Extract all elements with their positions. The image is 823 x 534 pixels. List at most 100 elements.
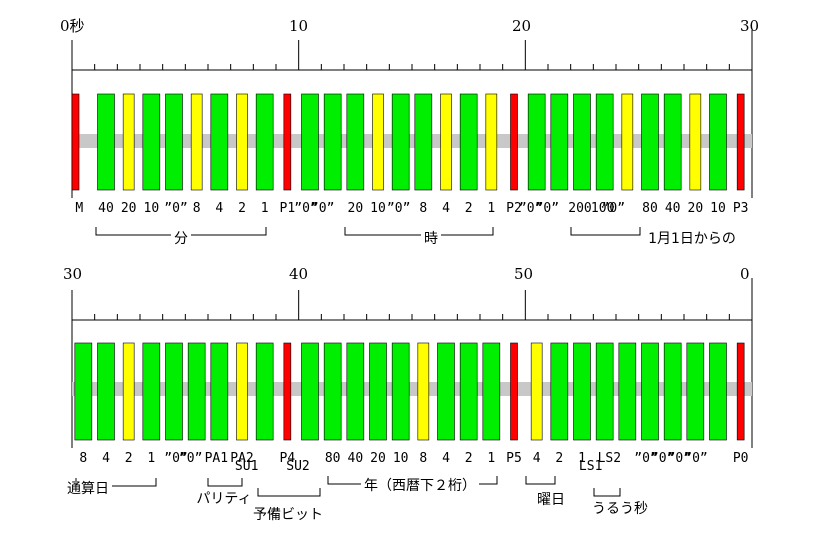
group-label-bg xyxy=(171,231,191,247)
bit-bar-one xyxy=(414,93,433,191)
group-label-bg xyxy=(645,231,739,247)
bit-bar-one xyxy=(686,342,705,441)
bit-bar-one xyxy=(595,342,614,441)
bit-label: 80 xyxy=(642,201,658,216)
bit-label: 10 xyxy=(393,451,409,466)
bit-bar-one xyxy=(663,93,682,191)
bit-label: 1 xyxy=(147,451,155,466)
tick-label: 0 xyxy=(740,265,750,283)
bit-bar-P xyxy=(283,93,292,191)
bit-label: 20 xyxy=(370,451,386,466)
bit-label: 80 xyxy=(325,451,341,466)
bit-label: 1 xyxy=(487,451,495,466)
bit-label: ”0” xyxy=(634,451,657,466)
bit-bar-P xyxy=(283,342,292,441)
bit-label: P5 xyxy=(506,451,522,466)
bit-bar-P xyxy=(736,93,745,191)
bit-label: 4 xyxy=(533,451,541,466)
group-label: 時 xyxy=(424,231,438,247)
group-bracket: 時 xyxy=(344,227,494,247)
bit-label: ”0” xyxy=(164,451,187,466)
bit-bar-one xyxy=(97,93,115,191)
bit-label: 2 xyxy=(238,201,246,216)
group-bracket: パリティ xyxy=(193,478,255,507)
group-bracket: 年（西暦下２桁） xyxy=(327,476,498,494)
bit-label: 8 xyxy=(419,451,427,466)
bit-label: 100 xyxy=(591,201,614,216)
group-label: 年（西暦下２桁） xyxy=(364,478,476,494)
bit-bar-one xyxy=(459,342,478,441)
bit-label: 8 xyxy=(79,451,87,466)
bracket-line xyxy=(344,227,494,236)
group-label-bg xyxy=(64,481,112,497)
bit-bar-one xyxy=(210,93,229,191)
bit-bar-one xyxy=(255,93,274,191)
bit-label: 4 xyxy=(442,201,450,216)
bit-label: 4 xyxy=(215,201,223,216)
group-bracket: うるう秒 xyxy=(589,488,651,517)
bit-bar-one xyxy=(301,342,319,441)
bit-label: 40 xyxy=(348,451,364,466)
tick-label: 0秒 xyxy=(60,17,85,35)
group-bracket: 通算日 xyxy=(64,478,157,497)
bit-bar-zero xyxy=(190,93,203,191)
bit-label: 200 xyxy=(568,201,591,216)
bit-bar-one xyxy=(210,342,229,441)
bit-bar-one xyxy=(323,93,342,191)
bracket-line xyxy=(570,227,641,236)
group-label-bg xyxy=(361,478,479,494)
bit-bar-zero xyxy=(372,93,384,191)
group-label-bg xyxy=(193,491,255,507)
bit-bar-one xyxy=(255,342,274,441)
bit-bar-one xyxy=(595,93,614,191)
bit-label: 20 xyxy=(348,201,364,216)
bit-label: ”0” xyxy=(684,451,707,466)
bit-label: P1 xyxy=(280,201,296,216)
bit-label: P4 xyxy=(280,451,296,466)
bit-label: ”0” xyxy=(179,451,202,466)
bit-bar-one xyxy=(618,342,637,441)
bit-label: PA2 xyxy=(230,451,253,466)
bit-label: 40 xyxy=(665,201,681,216)
bit-label: P2 xyxy=(506,201,522,216)
bit-label: ”0” xyxy=(519,201,542,216)
bracket-line xyxy=(257,488,321,497)
bit-bar-zero xyxy=(621,93,634,191)
bit-bar-one xyxy=(709,93,727,191)
bit-bar-zero xyxy=(440,93,452,191)
bit-label: 2 xyxy=(465,451,473,466)
tick-label: 30 xyxy=(63,265,82,283)
bit-label: 2 xyxy=(555,451,563,466)
bit-bar-zero xyxy=(530,342,543,441)
bit-bar-one xyxy=(641,93,659,191)
bit-label: 8 xyxy=(419,201,427,216)
tick-label: 20 xyxy=(512,17,531,35)
group-label-bg xyxy=(250,507,326,523)
tick-label: 30 xyxy=(740,17,759,35)
bit-label: LS2 xyxy=(598,451,621,466)
bit-bar-P xyxy=(510,93,518,191)
bit-bar-one xyxy=(550,93,569,191)
bit-bar-zero xyxy=(236,93,248,191)
row-1: 0秒 10 20 30M 40 20 10 ”0” 8 4 2 1 P1 ”0””0” 20 10 ”0” 8 4 2… xyxy=(60,17,759,247)
bit-label: ”0” xyxy=(668,451,691,466)
bit-bar-one xyxy=(187,342,206,441)
bit-bar-one xyxy=(459,93,478,191)
bit-label: 20 xyxy=(688,201,704,216)
bracket-line xyxy=(525,476,556,485)
group-label: 通算日 xyxy=(67,481,109,497)
group-bracket: 予備ビット xyxy=(250,488,326,523)
bit-label: 40 xyxy=(98,201,114,216)
bit-bar-one xyxy=(346,93,365,191)
tick-label: 40 xyxy=(289,265,308,283)
bit-bar-one xyxy=(709,342,727,441)
bit-label: 10 xyxy=(370,201,386,216)
bracket-line xyxy=(593,488,621,497)
group-label-bg xyxy=(589,501,651,517)
group-bracket: 1月1日からの xyxy=(570,227,739,247)
bit-bar-one xyxy=(391,93,410,191)
bit-label: LS1 xyxy=(579,459,602,474)
bit-bar-one xyxy=(437,342,455,441)
